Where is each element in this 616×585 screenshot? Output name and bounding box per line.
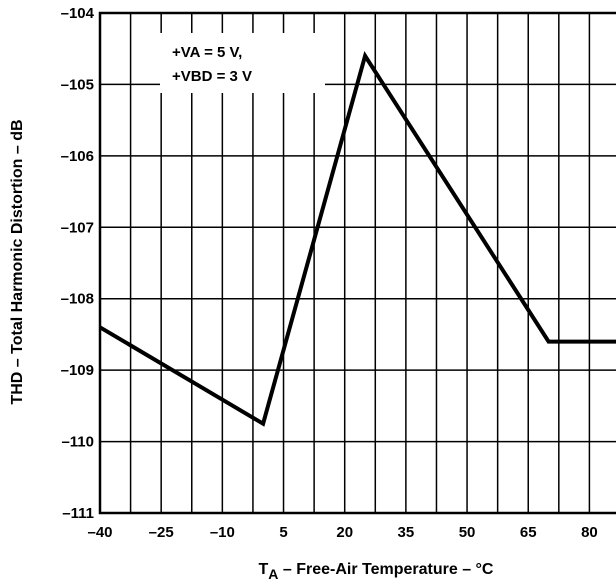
y-tick-label: –109 <box>61 362 94 379</box>
x-axis-title: TA – Free-Air Temperature – °C <box>259 561 494 582</box>
y-axis-title: THD – Total Harmonic Distortion – dB <box>9 119 26 404</box>
y-tick-label: –105 <box>61 76 94 93</box>
x-tick-label: 35 <box>398 524 415 541</box>
annotation-background <box>160 33 325 93</box>
annotation-line-2: +VBD = 3 V <box>172 68 252 85</box>
y-tick-label: –107 <box>61 219 94 236</box>
x-axis-title-main: T <box>259 561 269 578</box>
x-tick-label: 5 <box>279 524 287 541</box>
x-tick-label: –10 <box>210 524 235 541</box>
x-axis-title-subscript: A <box>268 566 278 582</box>
x-axis-ticks: –40 –25 –10 5 20 35 50 65 80 <box>87 524 597 541</box>
x-tick-label: 20 <box>336 524 353 541</box>
plot-frame <box>98 11 616 515</box>
y-tick-label: –111 <box>62 505 94 522</box>
x-tick-label: 65 <box>520 524 537 541</box>
thd-series-line <box>98 51 616 427</box>
y-tick-label: –108 <box>61 291 94 308</box>
y-tick-label: –106 <box>61 148 94 165</box>
x-tick-label: 50 <box>459 524 476 541</box>
x-tick-label: –40 <box>87 524 112 541</box>
y-tick-label: –104 <box>61 5 95 22</box>
x-axis-title-rest: – Free-Air Temperature – °C <box>278 561 494 578</box>
x-tick-label: –25 <box>149 524 174 541</box>
x-tick-label: 80 <box>581 524 598 541</box>
y-axis-ticks: –104 –105 –106 –107 –108 –109 –110 –111 <box>61 5 95 522</box>
annotation-line-1: +VA = 5 V, <box>172 44 242 61</box>
y-tick-label: –110 <box>61 434 94 451</box>
